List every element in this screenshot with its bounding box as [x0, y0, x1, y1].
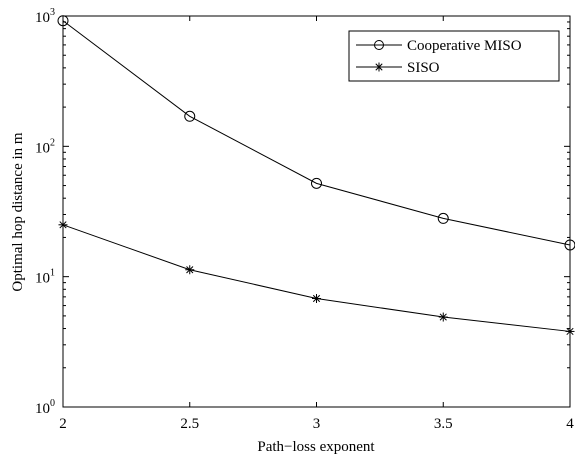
- legend: Cooperative MISO SISO: [348, 30, 560, 82]
- data-point-siso: [438, 312, 448, 322]
- x-tick-label: 3.5: [434, 416, 453, 432]
- y-axis-label: Optimal hop distance in m: [10, 132, 26, 291]
- data-point-cooperative-miso: [564, 239, 575, 251]
- y-tick-label: 102: [35, 137, 55, 156]
- data-point-siso: [185, 265, 195, 275]
- series-cooperative-miso: [57, 15, 575, 251]
- data-point-cooperative-miso: [184, 110, 196, 122]
- legend-marker-asterisk: [374, 62, 384, 72]
- legend-marker-circle: [374, 40, 384, 50]
- x-tick-label: 4: [566, 416, 574, 432]
- data-point-siso: [58, 220, 68, 230]
- series-layer: [57, 15, 575, 336]
- y-tick-label: 100: [35, 398, 55, 417]
- legend-box: [348, 30, 560, 82]
- y-tick-label: 103: [35, 7, 55, 26]
- legend-label-cooperative-miso: Cooperative MISO: [407, 38, 522, 54]
- legend-label-siso: SISO: [407, 60, 440, 76]
- data-point-cooperative-miso: [311, 177, 322, 189]
- y-tick-label: 101: [35, 268, 55, 287]
- data-point-cooperative-miso: [57, 15, 69, 27]
- axis-ticks: 2 2.5 3 3.5 4 100 101 102 103: [35, 7, 574, 432]
- x-tick-label: 3: [313, 416, 321, 432]
- data-point-siso: [312, 293, 321, 303]
- data-point-siso: [565, 326, 575, 336]
- data-point-cooperative-miso: [437, 212, 449, 224]
- x-tick-label: 2: [59, 416, 67, 432]
- x-tick-label: 2.5: [180, 416, 199, 432]
- series-siso: [58, 220, 575, 336]
- legend-asterisk-shape: [374, 62, 384, 72]
- x-axis-label: Path−loss exponent: [257, 439, 375, 455]
- series-line-cooperative-miso: [62, 20, 571, 246]
